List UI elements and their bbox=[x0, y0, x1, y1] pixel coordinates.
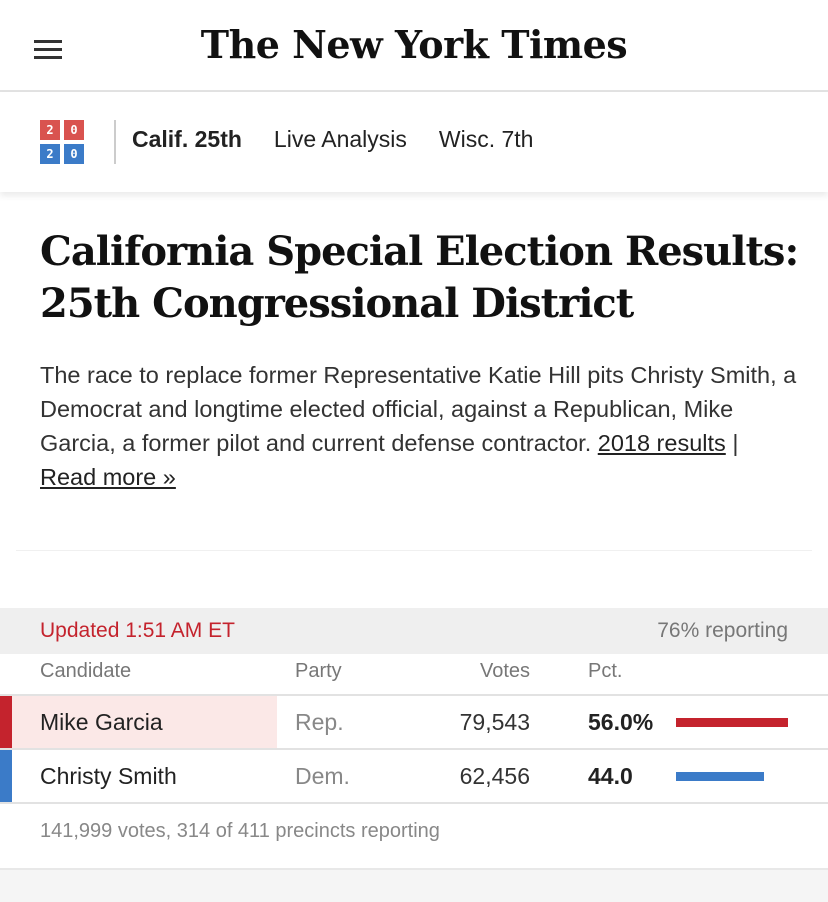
candidate-pct: 56.0% bbox=[588, 709, 654, 735]
updated-timestamp: Updated 1:51 AM ET bbox=[40, 619, 235, 642]
badge-digit: 0 bbox=[64, 144, 84, 164]
candidate-party: Dem. bbox=[295, 763, 350, 789]
link-separator: | bbox=[732, 430, 739, 456]
table-row-christy-smith: Christy Smith Dem. 62,456 44.0 bbox=[0, 750, 828, 802]
election-2020-badge-icon[interactable]: 2 0 2 0 bbox=[40, 120, 84, 164]
column-header-votes: Votes bbox=[479, 660, 530, 682]
link-2018-results[interactable]: 2018 results bbox=[597, 430, 726, 456]
column-header-pct: Pct. bbox=[588, 660, 623, 682]
vote-share-bar bbox=[676, 772, 764, 781]
subnav-divider bbox=[114, 120, 116, 164]
candidate-votes: 62,456 bbox=[459, 763, 530, 789]
hamburger-menu-icon[interactable] bbox=[34, 40, 62, 60]
nyt-logo[interactable]: The New York Times bbox=[200, 22, 628, 67]
table-rule bbox=[0, 694, 828, 696]
candidate-name: Mike Garcia bbox=[40, 709, 163, 735]
article-summary: The race to replace former Representativ… bbox=[40, 358, 800, 494]
party-color-stripe bbox=[0, 696, 12, 748]
election-subnav: 2 0 2 0 Calif. 25th Live Analysis Wisc. … bbox=[0, 92, 828, 192]
reporting-percentage: 76% reporting bbox=[657, 619, 788, 642]
subnav-links: Calif. 25th Live Analysis Wisc. 7th bbox=[132, 126, 533, 153]
subnav-link-calif-25th[interactable]: Calif. 25th bbox=[132, 126, 242, 152]
results-status-bar: Updated 1:51 AM ET 76% reporting bbox=[0, 608, 828, 654]
masthead: The New York Times bbox=[0, 0, 828, 92]
winner-highlight bbox=[12, 696, 277, 748]
table-rule bbox=[0, 748, 828, 750]
vote-share-bar bbox=[676, 718, 788, 727]
results-footer: 141,999 votes, 314 of 411 precincts repo… bbox=[40, 820, 440, 842]
page: The New York Times 2 0 2 0 Calif. 25th L… bbox=[0, 0, 828, 870]
link-read-more[interactable]: Read more » bbox=[40, 464, 176, 490]
badge-digit: 0 bbox=[64, 120, 84, 140]
summary-text: The race to replace former Representativ… bbox=[40, 362, 797, 456]
party-color-stripe bbox=[0, 750, 12, 802]
section-divider bbox=[16, 550, 812, 551]
badge-digit: 2 bbox=[40, 120, 60, 140]
subnav-link-wisc-7th[interactable]: Wisc. 7th bbox=[438, 126, 534, 152]
candidate-party: Rep. bbox=[295, 709, 344, 735]
table-rule bbox=[0, 802, 828, 804]
page-title: California Special Election Results: 25t… bbox=[40, 228, 799, 327]
candidate-name: Christy Smith bbox=[40, 763, 177, 789]
table-row-mike-garcia: Mike Garcia Rep. 79,543 56.0% bbox=[0, 696, 828, 748]
page-bottom-rule bbox=[0, 868, 828, 870]
column-header-candidate: Candidate bbox=[40, 660, 132, 682]
column-header-party: Party bbox=[295, 660, 342, 682]
badge-digit: 2 bbox=[40, 144, 60, 164]
candidate-pct: 44.0 bbox=[588, 763, 633, 789]
candidate-votes: 79,543 bbox=[459, 709, 530, 735]
subnav-link-live-analysis[interactable]: Live Analysis bbox=[273, 126, 407, 152]
